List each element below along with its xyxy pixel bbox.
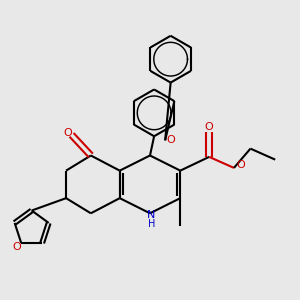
Text: O: O (236, 160, 245, 170)
Text: O: O (13, 242, 21, 252)
Text: H: H (148, 219, 155, 229)
Text: O: O (205, 122, 214, 132)
Text: O: O (166, 135, 175, 146)
Text: N: N (147, 210, 156, 220)
Text: O: O (63, 128, 72, 139)
